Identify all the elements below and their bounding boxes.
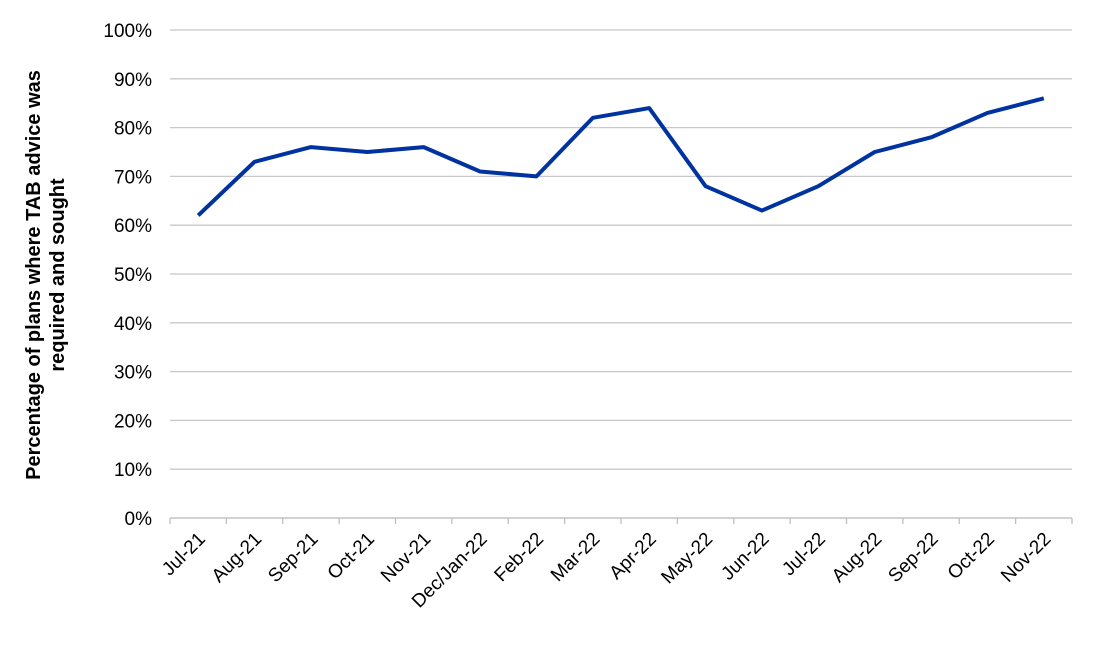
y-tick-label: 60% [114, 216, 152, 237]
y-tick-label: 40% [114, 314, 152, 335]
y-tick-label: 0% [125, 509, 153, 530]
x-tick-label: Feb-22 [491, 529, 548, 586]
y-tick-label: 90% [114, 70, 152, 91]
x-tick-label: Mar-22 [547, 529, 604, 586]
x-tick-label: Aug-22 [828, 529, 886, 587]
x-tick-label: Jun-22 [718, 529, 774, 585]
x-tick-label: Apr-22 [606, 529, 661, 584]
y-tick-label: 20% [114, 411, 152, 432]
x-tick-label: Jul-21 [158, 529, 209, 580]
y-tick-label: 70% [114, 167, 152, 188]
x-tick-label: Aug-21 [208, 529, 266, 587]
x-tick-label: May-22 [657, 529, 717, 589]
y-tick-label: 50% [114, 265, 152, 286]
series-line [196, 96, 1045, 217]
y-axis-title: Percentage of plans where TAB advice was… [23, 70, 69, 480]
x-tick-label: Oct-22 [944, 529, 999, 584]
x-tick-label: Nov-22 [997, 529, 1055, 587]
y-axis-title-line: Percentage of plans where TAB advice was [23, 70, 45, 480]
y-tick-label: 100% [103, 21, 152, 42]
x-tick-label: Jul-22 [778, 529, 829, 580]
y-tick-label: 80% [114, 119, 152, 140]
y-tick-label: 10% [114, 460, 152, 481]
x-tick-label: Sep-22 [884, 529, 942, 587]
y-axis-title-line: required and sought [47, 178, 69, 372]
x-tick-label: Oct-21 [324, 529, 379, 584]
x-tick-label: Sep-21 [264, 529, 322, 587]
y-tick-label: 30% [114, 363, 152, 384]
